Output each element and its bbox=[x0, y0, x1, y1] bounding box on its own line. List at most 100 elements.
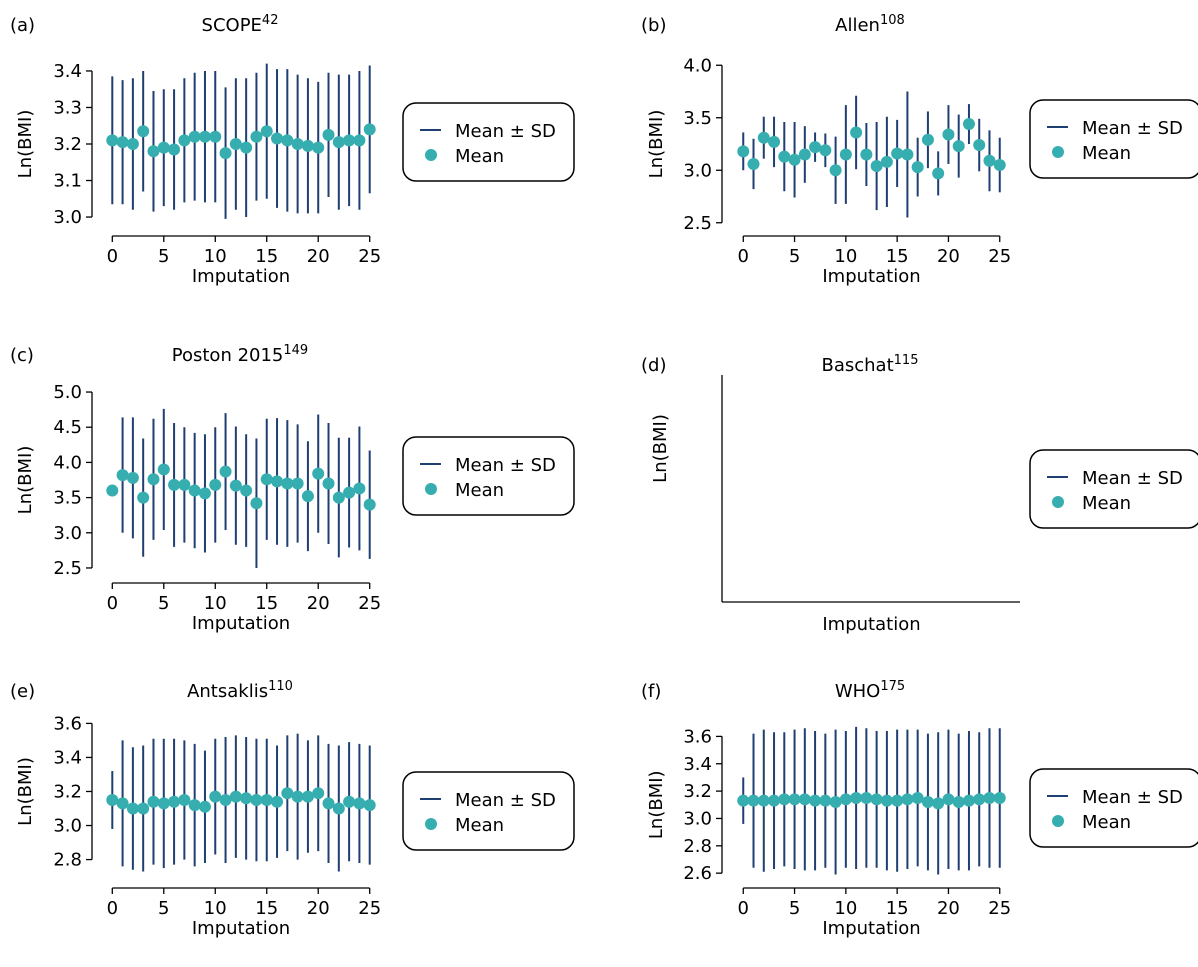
y-tick-label: 3.4 bbox=[53, 61, 82, 82]
x-tick-label: 20 bbox=[307, 246, 330, 267]
x-tick-label: 5 bbox=[158, 246, 169, 267]
panel-letter: (e) bbox=[10, 681, 35, 702]
panel-title-superscript: 115 bbox=[894, 353, 919, 368]
panel-letter: (f) bbox=[641, 681, 661, 702]
y-axis-title: Ln(BMI) bbox=[650, 414, 671, 483]
mean-point bbox=[240, 484, 253, 497]
mean-point bbox=[126, 802, 139, 815]
mean-point bbox=[942, 793, 955, 806]
legend: Mean ± SD Mean bbox=[402, 102, 575, 182]
mean-point bbox=[240, 141, 253, 154]
mean-point bbox=[757, 794, 770, 807]
mean-point bbox=[126, 471, 139, 484]
mean-point bbox=[312, 787, 325, 800]
mean-point bbox=[291, 790, 304, 803]
y-axis-title: Ln(BMI) bbox=[646, 110, 667, 179]
x-tick-label: 25 bbox=[988, 246, 1011, 267]
mean-point bbox=[301, 490, 314, 503]
legend-line-label: Mean ± SD bbox=[1082, 118, 1183, 139]
mean-point bbox=[188, 130, 201, 143]
mean-point bbox=[168, 143, 181, 156]
panel-letter: (a) bbox=[10, 15, 35, 36]
mean-point bbox=[839, 793, 852, 806]
mean-point bbox=[137, 802, 150, 815]
mean-point bbox=[850, 791, 863, 804]
y-tick-label: 2.8 bbox=[683, 836, 712, 857]
legend: Mean ± SD Mean bbox=[402, 771, 575, 851]
mean-point bbox=[157, 797, 170, 810]
mean-point bbox=[188, 799, 201, 812]
legend-box bbox=[1029, 768, 1198, 848]
y-tick-label: 5.0 bbox=[53, 382, 82, 403]
legend-line-label: Mean ± SD bbox=[455, 790, 556, 811]
legend-line-label: Mean ± SD bbox=[455, 455, 556, 476]
mean-point bbox=[819, 144, 832, 157]
legend-marker-label: Mean bbox=[1082, 493, 1131, 514]
legend-marker-label: Mean bbox=[455, 815, 504, 836]
y-tick-label: 2.8 bbox=[53, 850, 82, 871]
mean-point bbox=[778, 150, 791, 163]
x-tick-label: 20 bbox=[937, 246, 960, 267]
mean-point bbox=[209, 130, 222, 143]
panel-b: (b) Allen108 2.5 3.0 3.5 4.0 0 5 10 15 20 25 Imputat… bbox=[641, 13, 1198, 287]
panel-title-text: SCOPE bbox=[202, 15, 262, 36]
panel-title: WHO175 bbox=[835, 679, 905, 702]
mean-point bbox=[911, 791, 924, 804]
mean-point bbox=[829, 796, 842, 809]
mean-point bbox=[281, 477, 294, 490]
x-tick-label: 20 bbox=[307, 898, 330, 919]
x-tick-label: 10 bbox=[204, 246, 227, 267]
mean-point bbox=[168, 478, 181, 491]
mean-point bbox=[870, 160, 883, 173]
y-tick-label: 3.2 bbox=[53, 134, 82, 155]
mean-point bbox=[147, 145, 160, 158]
y-axis-title: Ln(BMI) bbox=[15, 446, 36, 515]
panel-title: Allen108 bbox=[835, 13, 905, 36]
mean-point bbox=[962, 118, 975, 131]
legend-marker-label: Mean bbox=[1082, 143, 1131, 164]
mean-point bbox=[798, 148, 811, 161]
x-tick-label: 15 bbox=[255, 593, 278, 614]
mean-point bbox=[952, 796, 965, 809]
y-tick-label: 3.4 bbox=[53, 747, 82, 768]
x-tick-label: 15 bbox=[255, 246, 278, 267]
mean-point bbox=[983, 154, 996, 167]
legend-marker-swatch bbox=[425, 818, 437, 830]
y-tick-label: 2.5 bbox=[683, 213, 712, 234]
x-tick-label: 0 bbox=[107, 246, 118, 267]
mean-point bbox=[198, 487, 211, 500]
legend: Mean ± SD Mean bbox=[1029, 449, 1198, 529]
y-tick-label: 4.0 bbox=[53, 452, 82, 473]
x-tick-label: 20 bbox=[937, 898, 960, 919]
mean-point bbox=[737, 794, 750, 807]
panel-e: (e) Antsaklis110 2.8 3.0 3.2 3.4 3.6 0 5 10 15 20 25… bbox=[10, 679, 575, 939]
x-tick-label: 25 bbox=[358, 593, 381, 614]
panel-title-superscript: 108 bbox=[880, 13, 905, 28]
mean-point bbox=[952, 140, 965, 153]
mean-point bbox=[116, 136, 129, 149]
x-axis-title: Imputation bbox=[822, 266, 920, 287]
legend-marker-swatch bbox=[425, 149, 437, 161]
legend: Mean ± SD Mean bbox=[1029, 768, 1198, 848]
mean-point bbox=[829, 164, 842, 177]
mean-point bbox=[921, 133, 934, 146]
panel-title: Baschat115 bbox=[822, 353, 919, 376]
mean-point bbox=[901, 793, 914, 806]
mean-point bbox=[157, 463, 170, 476]
mean-point bbox=[870, 793, 883, 806]
x-tick-label: 5 bbox=[158, 898, 169, 919]
mean-point bbox=[312, 467, 325, 480]
mean-point bbox=[819, 794, 832, 807]
mean-point bbox=[106, 794, 119, 806]
mean-point bbox=[809, 794, 822, 807]
legend-line-label: Mean ± SD bbox=[455, 121, 556, 142]
mean-point bbox=[260, 125, 273, 138]
mean-point bbox=[301, 139, 314, 152]
legend-line-label: Mean ± SD bbox=[1082, 787, 1183, 808]
x-tick-label: 15 bbox=[255, 898, 278, 919]
x-axis-title: Imputation bbox=[192, 266, 290, 287]
mean-point bbox=[219, 794, 232, 806]
mean-point bbox=[860, 791, 873, 804]
legend-box bbox=[1029, 449, 1198, 529]
